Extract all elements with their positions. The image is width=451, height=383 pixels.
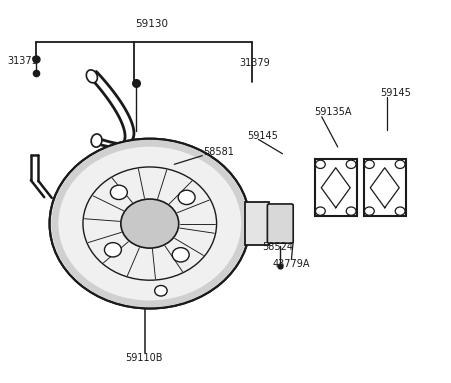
Circle shape bbox=[155, 285, 167, 296]
Circle shape bbox=[316, 160, 325, 169]
Circle shape bbox=[395, 160, 405, 169]
Text: 59130: 59130 bbox=[135, 18, 169, 29]
Circle shape bbox=[364, 160, 374, 169]
Circle shape bbox=[395, 207, 405, 215]
Circle shape bbox=[121, 199, 179, 248]
Circle shape bbox=[316, 207, 325, 215]
Text: 59145: 59145 bbox=[247, 131, 278, 141]
Text: 59145: 59145 bbox=[381, 88, 411, 98]
Circle shape bbox=[172, 248, 189, 262]
Text: 31379: 31379 bbox=[7, 56, 38, 66]
Circle shape bbox=[105, 242, 121, 257]
Text: 43779A: 43779A bbox=[273, 259, 310, 269]
Circle shape bbox=[110, 185, 127, 200]
FancyBboxPatch shape bbox=[267, 204, 293, 243]
Ellipse shape bbox=[86, 70, 97, 83]
Text: 58581: 58581 bbox=[203, 147, 234, 157]
Ellipse shape bbox=[91, 134, 102, 147]
Text: 59135A: 59135A bbox=[314, 107, 351, 117]
Text: 31379: 31379 bbox=[239, 58, 270, 68]
Circle shape bbox=[178, 190, 195, 205]
FancyBboxPatch shape bbox=[364, 159, 406, 216]
Circle shape bbox=[50, 139, 250, 309]
Circle shape bbox=[364, 207, 374, 215]
Circle shape bbox=[346, 207, 356, 215]
Text: 58524: 58524 bbox=[262, 242, 294, 252]
Circle shape bbox=[346, 160, 356, 169]
FancyBboxPatch shape bbox=[315, 159, 357, 216]
Text: 59110B: 59110B bbox=[126, 354, 163, 363]
FancyBboxPatch shape bbox=[244, 202, 269, 246]
